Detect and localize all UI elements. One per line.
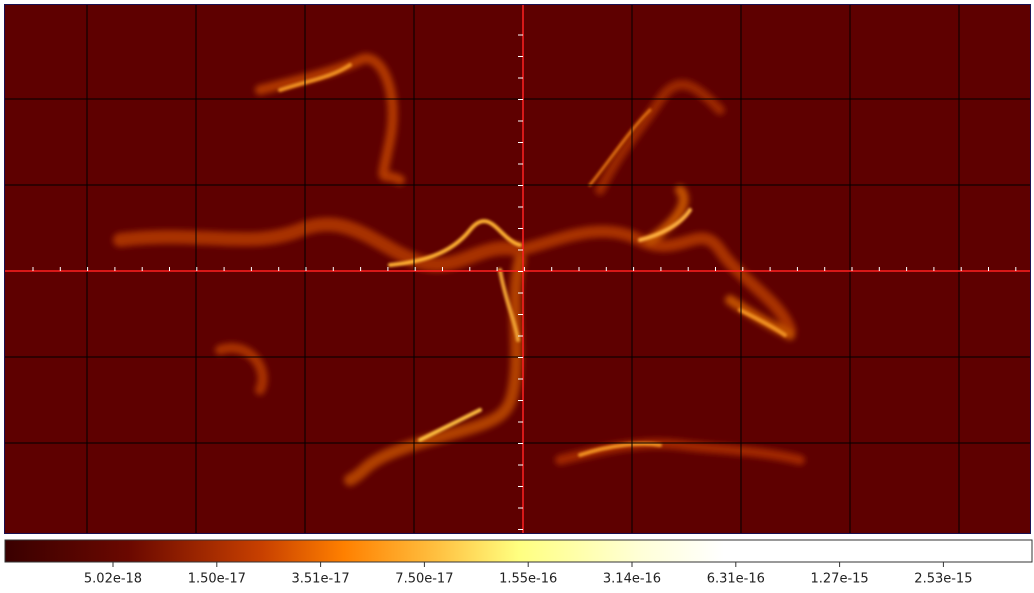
colorbar	[4, 539, 1033, 563]
bright-filaments	[278, 63, 787, 457]
colorbar-label: 5.02e-18	[84, 572, 142, 587]
colorbar-labels: 5.02e-18 1.50e-17 3.51e-17 7.50e-17 1.55e-16…	[84, 562, 972, 587]
colorbar-label: 1.27e-15	[811, 572, 869, 587]
crosshair-ticks	[32, 34, 1017, 530]
colorbar-label: 3.51e-17	[292, 572, 350, 587]
crosshair	[5, 5, 1030, 533]
colorbar-label: 6.31e-16	[707, 572, 765, 587]
colorbar-label: 1.50e-17	[188, 572, 246, 587]
colorbar-label: 1.55e-16	[499, 572, 557, 587]
colorbar-label: 7.50e-17	[395, 572, 453, 587]
grid	[5, 5, 1030, 533]
colorbar-label: 3.14e-16	[603, 572, 661, 587]
image	[5, 5, 1030, 533]
colorbar-label: 2.53e-15	[914, 572, 972, 587]
